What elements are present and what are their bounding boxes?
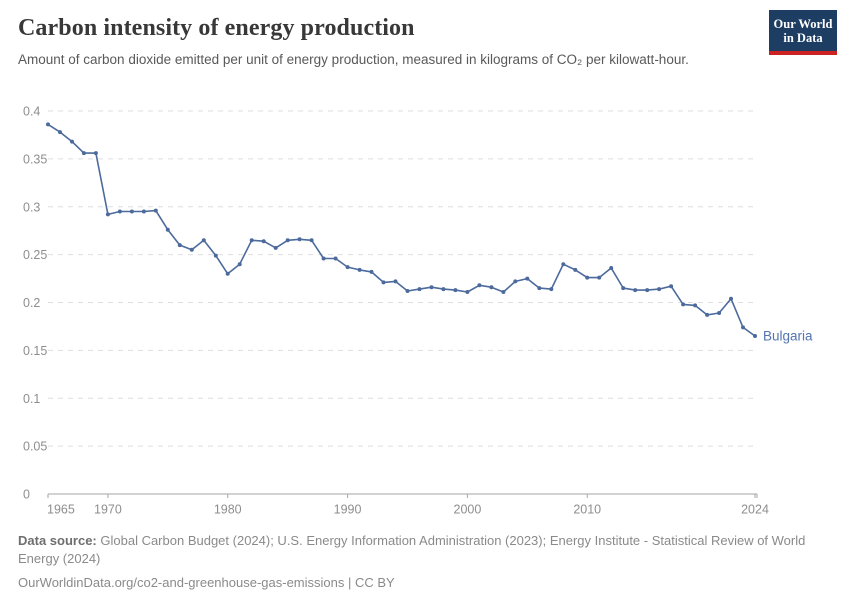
data-point: [297, 237, 302, 242]
data-point: [381, 280, 386, 285]
y-axis-tick-label: 0.15: [23, 344, 47, 358]
y-axis-tick-label: 0.4: [23, 105, 40, 119]
page-title: Carbon intensity of energy production: [18, 15, 415, 41]
data-line: [47, 123, 756, 337]
data-point: [213, 253, 218, 258]
data-point: [609, 266, 614, 270]
license-note: OurWorldinData.org/co2-and-greenhouse-ga…: [18, 575, 395, 590]
x-axis-tick-label: 1970: [94, 503, 122, 517]
data-point: [345, 265, 350, 270]
data-point: [525, 276, 530, 281]
data-point: [453, 288, 458, 293]
y-axis-tick-label: 0.25: [23, 248, 47, 262]
x-axis-tick-label: 1965: [47, 503, 75, 517]
x-axis-tick-label: 1980: [214, 503, 242, 517]
x-axis-tick-label: 2010: [573, 503, 601, 517]
data-point: [417, 287, 422, 292]
data-point: [681, 302, 686, 307]
data-point: [369, 269, 374, 274]
data-point: [477, 283, 482, 288]
data-point: [357, 267, 362, 272]
data-point: [117, 209, 122, 214]
data-point: [153, 208, 158, 213]
data-point: [753, 334, 757, 338]
data-point: [177, 243, 182, 248]
y-axis-tick-label: 0.2: [23, 296, 40, 310]
data-point: [285, 238, 290, 243]
data-point: [465, 290, 470, 294]
data-point: [93, 151, 98, 156]
data-source-list: Global Carbon Budget (2024); U.S. Energy…: [18, 533, 806, 566]
data-point: [165, 227, 170, 232]
data-point: [46, 122, 50, 127]
data-point: [717, 311, 722, 315]
data-point: [705, 312, 710, 317]
data-point: [729, 296, 733, 301]
owid-logo: Our World in Data: [769, 10, 837, 55]
data-point: [309, 238, 314, 243]
data-point: [441, 287, 446, 292]
data-point: [621, 286, 626, 291]
data-point: [549, 287, 554, 292]
data-point: [189, 247, 194, 252]
data-point: [393, 279, 398, 284]
data-point: [561, 262, 566, 267]
y-axis-tick-label: 0.35: [23, 152, 47, 166]
data-point: [58, 130, 62, 135]
x-axis-tick-label: 1990: [334, 503, 362, 517]
data-point: [81, 151, 86, 156]
data-point: [489, 285, 494, 290]
data-point: [429, 285, 434, 290]
y-axis-tick-label: 0.1: [23, 392, 40, 406]
y-axis-tick-label: 0: [23, 488, 30, 502]
data-point: [273, 245, 278, 250]
data-point: [633, 288, 638, 293]
data-point: [645, 288, 650, 293]
data-source-note: Data source: Global Carbon Budget (2024)…: [18, 532, 822, 568]
data-point: [237, 262, 242, 267]
y-axis-tick-label: 0.3: [23, 200, 40, 214]
data-point: [321, 256, 326, 261]
data-point: [513, 279, 518, 284]
y-axis-tick-label: 0.05: [23, 440, 47, 454]
data-point: [141, 209, 146, 214]
data-point: [249, 238, 254, 243]
chart-header: Carbon intensity of energy production Am…: [18, 13, 758, 69]
data-point: [741, 325, 745, 330]
data-point: [693, 303, 698, 308]
data-point: [105, 212, 110, 217]
data-point: [669, 284, 674, 289]
data-point: [501, 290, 506, 294]
page-subtitle: Amount of carbon dioxide emitted per uni…: [18, 52, 689, 67]
data-point: [597, 275, 602, 280]
data-point: [70, 139, 74, 144]
data-source-label: Data source:: [18, 533, 97, 548]
chart-footer: Data source: Global Carbon Budget (2024)…: [18, 532, 822, 592]
data-point: [585, 275, 590, 280]
data-point: [573, 267, 578, 272]
data-point: [405, 289, 410, 293]
data-point: [129, 209, 134, 214]
data-point: [537, 286, 542, 291]
data-point: [201, 238, 206, 243]
data-point: [225, 271, 230, 276]
owid-logo-line2: in Data: [783, 31, 823, 45]
data-point: [333, 256, 338, 261]
x-axis-tick-label: 2000: [454, 503, 482, 517]
x-axis-tick-label: 2024: [741, 503, 769, 517]
owid-logo-line1: Our World: [773, 17, 833, 31]
series-label: Bulgaria: [763, 329, 813, 344]
data-point: [657, 287, 662, 292]
data-point: [261, 239, 266, 244]
